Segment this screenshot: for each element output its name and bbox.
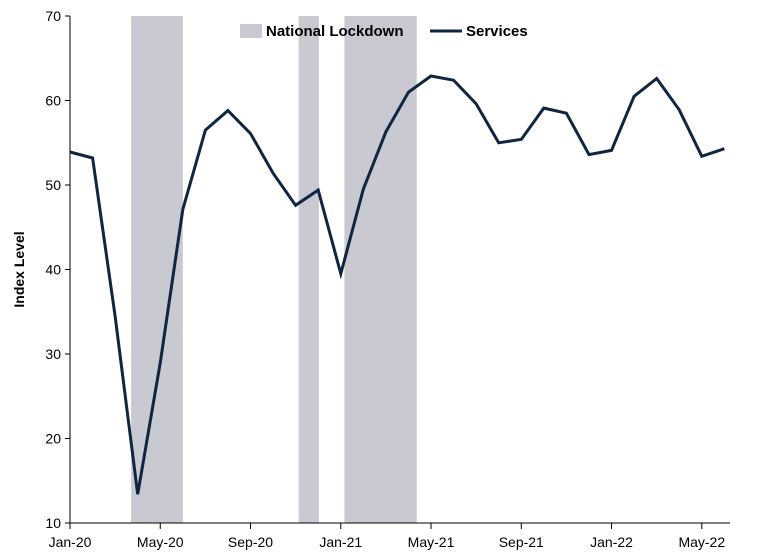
- lockdown-band-2: [298, 16, 319, 523]
- lockdown-band-3: [344, 16, 417, 523]
- x-tick-label: Jan-22: [590, 534, 633, 550]
- y-tick-label: 20: [45, 431, 61, 447]
- x-axis-ticks: Jan-20 May-20 Sep-20 Jan-21 May-21 Sep-21 Jan-…: [49, 523, 725, 550]
- y-tick-label: 30: [45, 346, 61, 362]
- x-tick-label: May-22: [678, 534, 725, 550]
- y-axis-ticks: 10 20 30 40 50 60 70: [45, 8, 70, 531]
- series-line-services: [69, 74, 725, 495]
- legend-swatch-lockdown: [240, 24, 262, 38]
- y-tick-label: 70: [45, 8, 61, 24]
- y-tick-label: 50: [45, 177, 61, 193]
- x-tick-label: Jan-20: [49, 534, 92, 550]
- y-tick-label: 10: [45, 515, 61, 531]
- series-lines: [69, 74, 725, 495]
- legend-label-services: Services: [466, 23, 528, 40]
- legend: National Lockdown Services: [240, 23, 528, 40]
- legend-label-lockdown: National Lockdown: [266, 23, 404, 40]
- y-axis-title: Index Level: [11, 231, 27, 307]
- x-tick-label: Sep-20: [228, 534, 273, 550]
- x-tick-label: May-21: [408, 534, 455, 550]
- x-tick-label: May-20: [137, 534, 184, 550]
- y-tick-label: 40: [45, 262, 61, 278]
- x-tick-label: Sep-21: [499, 534, 544, 550]
- x-tick-label: Jan-21: [319, 534, 362, 550]
- y-tick-label: 60: [45, 93, 61, 109]
